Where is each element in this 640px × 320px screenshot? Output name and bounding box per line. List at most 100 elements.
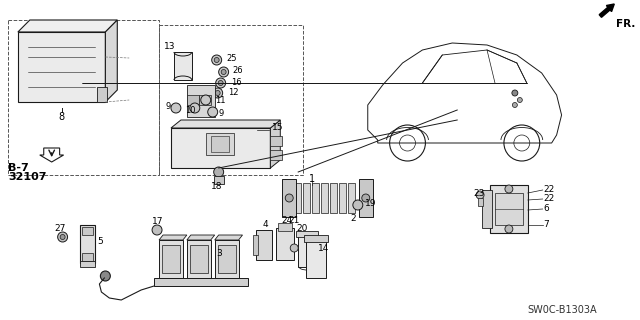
- Text: 22: 22: [544, 194, 555, 203]
- Circle shape: [171, 103, 181, 113]
- Text: 20: 20: [296, 223, 308, 233]
- Text: 14: 14: [318, 244, 330, 252]
- Bar: [482, 190, 492, 228]
- Bar: [187, 240, 211, 278]
- Bar: [174, 52, 192, 80]
- Circle shape: [201, 95, 211, 105]
- Bar: [257, 230, 273, 260]
- Text: 25: 25: [227, 53, 237, 62]
- Text: 32107: 32107: [8, 172, 47, 182]
- Bar: [187, 85, 214, 117]
- Bar: [321, 183, 328, 213]
- Circle shape: [100, 271, 110, 281]
- Circle shape: [214, 58, 219, 62]
- Bar: [276, 228, 294, 260]
- Bar: [218, 245, 236, 273]
- Bar: [294, 183, 301, 213]
- Polygon shape: [18, 20, 117, 32]
- Bar: [250, 124, 257, 138]
- Bar: [79, 261, 95, 267]
- Text: FR.: FR.: [616, 19, 636, 29]
- Text: 4: 4: [262, 220, 268, 228]
- Bar: [306, 240, 326, 278]
- Bar: [199, 95, 211, 105]
- Bar: [159, 240, 183, 278]
- Text: 19: 19: [365, 198, 376, 207]
- Text: 6: 6: [544, 204, 549, 212]
- Text: 24: 24: [282, 215, 292, 225]
- Bar: [330, 183, 337, 213]
- Bar: [478, 198, 483, 206]
- Circle shape: [58, 232, 68, 242]
- Circle shape: [353, 200, 363, 210]
- Bar: [211, 136, 228, 152]
- Bar: [205, 133, 234, 155]
- Circle shape: [517, 98, 522, 102]
- Bar: [495, 193, 523, 225]
- Polygon shape: [159, 235, 187, 240]
- Bar: [248, 124, 259, 128]
- Bar: [171, 128, 270, 168]
- Bar: [81, 253, 93, 261]
- Bar: [81, 227, 93, 235]
- Circle shape: [221, 69, 226, 75]
- Bar: [154, 278, 248, 286]
- Circle shape: [505, 225, 513, 233]
- Polygon shape: [270, 120, 280, 168]
- Bar: [303, 183, 310, 213]
- Bar: [253, 235, 259, 255]
- Polygon shape: [214, 235, 243, 240]
- Text: 2: 2: [350, 213, 355, 222]
- Circle shape: [212, 88, 223, 98]
- Text: 8: 8: [59, 112, 65, 122]
- Bar: [214, 176, 223, 184]
- Circle shape: [218, 81, 223, 85]
- Circle shape: [290, 244, 298, 252]
- Bar: [162, 245, 180, 273]
- Text: 7: 7: [544, 220, 549, 228]
- Circle shape: [285, 194, 293, 202]
- Circle shape: [505, 185, 513, 193]
- Text: 23: 23: [473, 188, 484, 197]
- Text: 22: 22: [544, 185, 555, 194]
- Circle shape: [214, 167, 223, 177]
- Bar: [278, 223, 292, 231]
- Bar: [282, 179, 296, 217]
- Text: 16: 16: [230, 77, 241, 86]
- Circle shape: [362, 194, 370, 202]
- Circle shape: [512, 90, 518, 96]
- Text: 12: 12: [228, 87, 238, 97]
- Bar: [490, 185, 528, 233]
- Circle shape: [152, 225, 162, 235]
- Bar: [312, 183, 319, 213]
- Bar: [339, 183, 346, 213]
- Bar: [79, 225, 95, 263]
- Text: 10: 10: [185, 106, 195, 115]
- Circle shape: [216, 78, 226, 88]
- Text: 17: 17: [152, 217, 164, 226]
- Polygon shape: [106, 20, 117, 102]
- Text: 18: 18: [211, 181, 223, 190]
- Circle shape: [476, 191, 484, 199]
- Text: 9: 9: [166, 101, 172, 110]
- Bar: [270, 150, 282, 160]
- Text: B-7: B-7: [8, 163, 29, 173]
- Text: 21: 21: [288, 215, 300, 225]
- Bar: [359, 179, 372, 217]
- Text: 3: 3: [217, 249, 223, 258]
- Text: 9: 9: [219, 108, 224, 117]
- Polygon shape: [187, 235, 214, 240]
- Bar: [270, 136, 282, 146]
- Circle shape: [60, 235, 65, 239]
- Bar: [187, 95, 199, 105]
- Polygon shape: [171, 120, 280, 128]
- Text: 13: 13: [164, 42, 175, 51]
- Text: 11: 11: [214, 95, 225, 105]
- Circle shape: [212, 55, 221, 65]
- Circle shape: [215, 91, 220, 95]
- Text: 27: 27: [54, 223, 66, 233]
- Circle shape: [190, 103, 200, 113]
- Text: 15: 15: [273, 123, 284, 132]
- Bar: [214, 240, 239, 278]
- Circle shape: [513, 102, 517, 108]
